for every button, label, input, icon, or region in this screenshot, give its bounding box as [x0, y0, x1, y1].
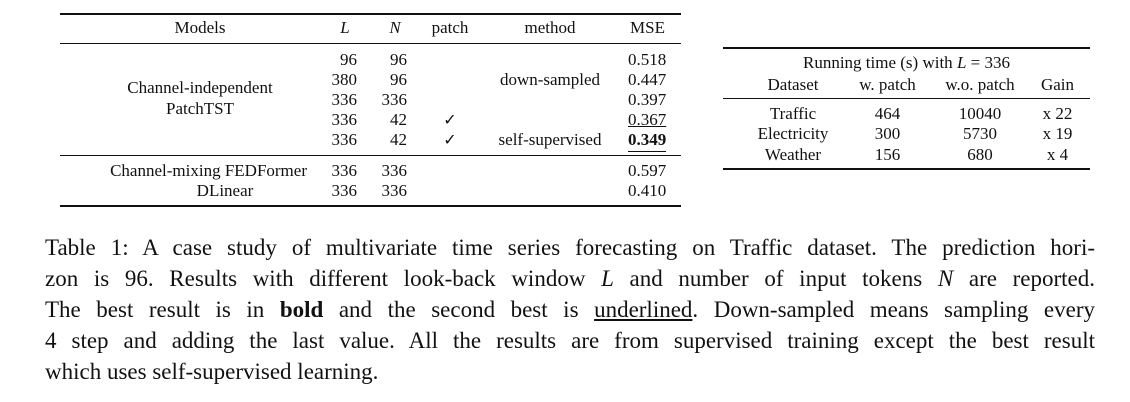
table-cell-N: 42: [390, 110, 407, 129]
header-N: N: [389, 18, 401, 37]
table-cell-L: 336: [331, 161, 358, 180]
table2-bottom-rule: [723, 168, 1090, 170]
table-cell-dataset: Weather: [764, 145, 822, 164]
table-cell-mse-second-best: 0.367: [628, 110, 667, 129]
table-cell-L: 336: [331, 181, 358, 200]
table-cell-mse: 0.410: [628, 181, 667, 200]
table-cell-mse: 0.447: [628, 70, 667, 89]
table-cell-L: 336: [331, 110, 358, 129]
table-caption: Table 1: A case study of multivariate ti…: [45, 232, 1095, 387]
table-cell-mse: 0.397: [628, 90, 667, 109]
header-w-patch: w. patch: [859, 75, 916, 94]
table-cell-N: 96: [390, 50, 407, 69]
header-gain: Gain: [1040, 75, 1075, 94]
table-cell-mse-best: 0.349: [628, 130, 667, 152]
caption-line: The best result is in bold and the secon…: [45, 297, 1095, 322]
table-cell-L: 336: [331, 130, 358, 149]
header-method: method: [524, 18, 576, 37]
table-cell-model: DLinear: [196, 181, 254, 200]
table-cell-gain: x 4: [1046, 145, 1069, 164]
table-cell-method: down-sampled: [499, 70, 601, 89]
checkmark-icon: ✓: [443, 110, 457, 129]
caption-line: 4 step and adding the last value. All th…: [45, 328, 1095, 353]
table1-top-rule: [60, 13, 681, 15]
table1-mid-rule: [60, 155, 681, 156]
table-cell-dataset: Electricity: [757, 124, 829, 143]
table-cell-N: 336: [381, 161, 408, 180]
table-cell-wo-patch: 5730: [963, 124, 997, 143]
table-cell-gain: x 22: [1042, 104, 1073, 123]
checkmark-icon: ✓: [443, 130, 457, 149]
table-cell-mse: 0.518: [628, 50, 667, 69]
header-models: Models: [174, 18, 226, 37]
table-cell-L: 96: [340, 50, 357, 69]
table-cell-dataset: Traffic: [769, 104, 817, 123]
table-cell-w-patch: 300: [874, 124, 901, 143]
table1-bottom-rule: [60, 205, 681, 207]
table-cell-L: 336: [331, 90, 358, 109]
table-cell-N: 336: [381, 90, 408, 109]
group1-label-line1: Channel-independent: [127, 78, 273, 97]
table-cell-method: self-supervised: [498, 130, 602, 149]
table-cell-N: 96: [390, 70, 407, 89]
header-wo-patch: w.o. patch: [945, 75, 1015, 94]
table-cell-L: 380: [331, 70, 358, 89]
header-mse: MSE: [630, 18, 665, 37]
table2-title: Running time (s) with L = 336: [802, 53, 1010, 72]
caption-line: zon is 96. Results with different look-b…: [45, 266, 1095, 291]
table2-header-rule: [723, 98, 1090, 99]
table-cell-w-patch: 156: [874, 145, 901, 164]
table-cell-wo-patch: 680: [967, 145, 993, 164]
group1-label-line2: PatchTST: [166, 99, 234, 118]
table-cell-mse: 0.597: [628, 161, 667, 180]
table1-header-rule: [60, 43, 681, 44]
header-dataset: Dataset: [767, 75, 819, 94]
table-cell-N: 42: [390, 130, 407, 149]
table-cell-gain: x 19: [1042, 124, 1073, 143]
table-cell-model: Channel-mixing FEDFormer: [110, 161, 307, 180]
table2-top-rule: [723, 47, 1090, 49]
caption-line: which uses self-supervised learning.: [45, 359, 379, 384]
table-cell-N: 336: [381, 181, 408, 200]
header-patch: patch: [431, 18, 469, 37]
table-cell-w-patch: 464: [874, 104, 901, 123]
table-cell-wo-patch: 10040: [958, 104, 1002, 123]
header-L: L: [340, 18, 350, 37]
caption-line: Table 1: A case study of multivariate ti…: [45, 235, 1095, 260]
